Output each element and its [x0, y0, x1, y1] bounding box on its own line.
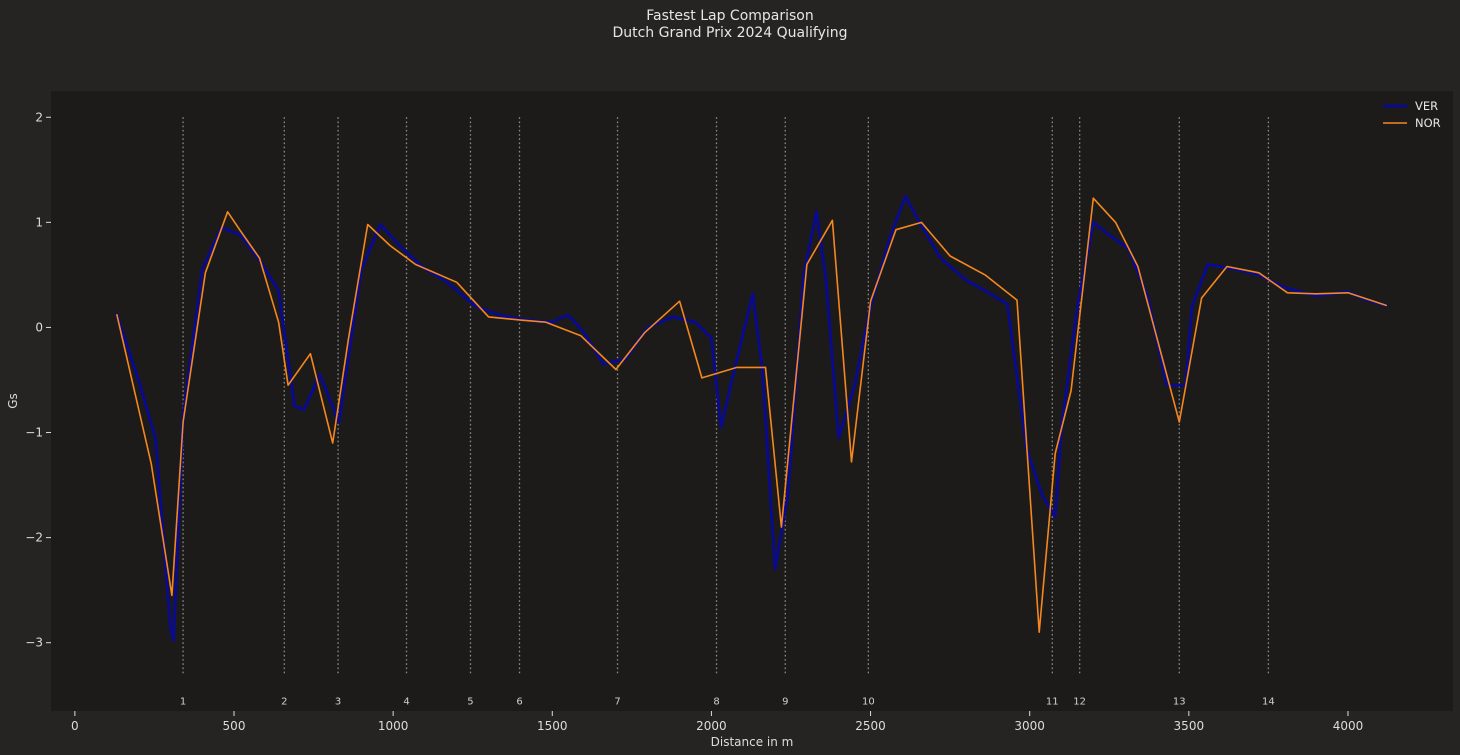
- x-axis-label: Distance in m: [711, 735, 794, 749]
- y-tick-label: −1: [25, 426, 43, 440]
- x-tick-label: 0: [71, 719, 79, 733]
- x-axis: 0 500 1000 1500 2000 2500 3000 3500 4000: [71, 711, 1363, 733]
- y-tick-label: 1: [35, 215, 43, 229]
- x-tick-label: 1000: [378, 719, 409, 733]
- corner-label-5: 5: [467, 696, 473, 707]
- corner-label-1: 1: [180, 696, 186, 707]
- corner-label-7: 7: [614, 696, 620, 707]
- x-tick-label: 2000: [696, 719, 727, 733]
- series-lines: [115, 194, 1388, 643]
- y-tick-label: 2: [35, 110, 43, 124]
- corner-label-12: 12: [1073, 696, 1086, 707]
- y-tick-label: −3: [25, 636, 43, 650]
- y-tick-label: −2: [25, 531, 43, 545]
- x-tick-label: 4000: [1333, 719, 1364, 733]
- legend-label-ver: VER: [1415, 99, 1438, 113]
- x-tick-label: 1500: [537, 719, 568, 733]
- corner-label-6: 6: [516, 696, 522, 707]
- x-tick-label: 2500: [855, 719, 886, 733]
- plot-area: [51, 91, 1453, 711]
- x-tick-label: 500: [223, 719, 246, 733]
- x-tick-label: 3500: [1174, 719, 1205, 733]
- corner-label-11: 11: [1046, 696, 1059, 707]
- corner-label-3: 3: [335, 696, 341, 707]
- legend: VER NOR: [1383, 99, 1441, 130]
- corner-label-8: 8: [713, 696, 719, 707]
- series-line-nor: [116, 197, 1387, 634]
- y-axis-label: Gs: [6, 393, 20, 409]
- corner-label-10: 10: [862, 696, 875, 707]
- corner-label-14: 14: [1262, 696, 1275, 707]
- y-tick-label: 0: [35, 320, 43, 334]
- y-axis: −3 −2 −1 0 1 2: [25, 110, 51, 650]
- corner-label-4: 4: [403, 696, 409, 707]
- chart-subtitle: Dutch Grand Prix 2024 Qualifying: [612, 25, 847, 41]
- corner-label-9: 9: [782, 696, 788, 707]
- legend-label-nor: NOR: [1415, 116, 1441, 130]
- x-tick-label: 3000: [1014, 719, 1045, 733]
- chart-title: Fastest Lap Comparison: [646, 8, 814, 24]
- series-line-ver: [115, 194, 1388, 643]
- corner-markers: 1 2 3 4 5 6 7 8 9 10 11 12 13 14: [180, 117, 1275, 707]
- corner-label-13: 13: [1173, 696, 1186, 707]
- corner-label-2: 2: [281, 696, 287, 707]
